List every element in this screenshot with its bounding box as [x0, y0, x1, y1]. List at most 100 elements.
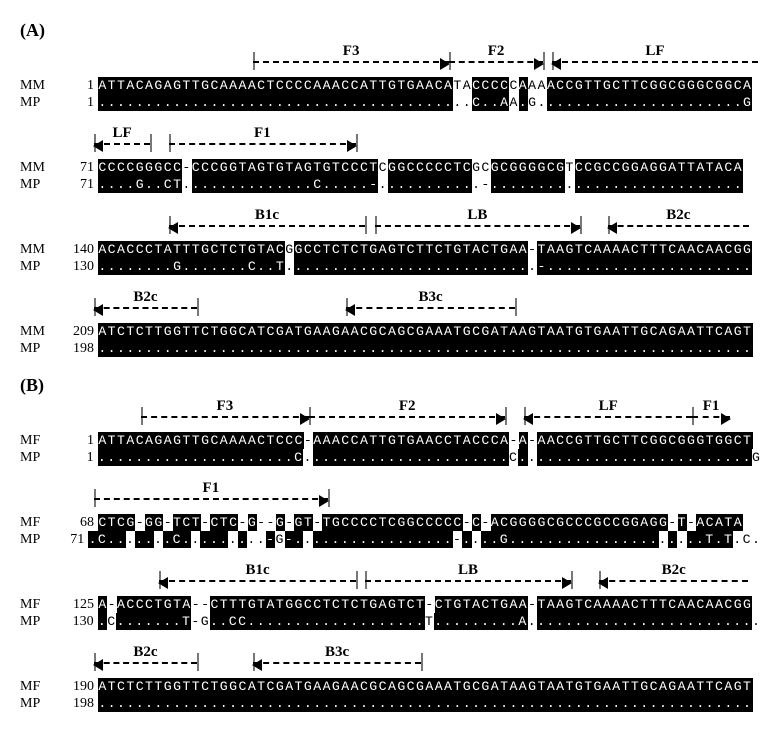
primer-row: B1cLBB2c: [94, 211, 761, 239]
primer-label: LF: [107, 125, 137, 142]
sequence-row: MP130.C.......T-G..CC...................…: [20, 613, 761, 630]
arrowhead-icon: [93, 140, 103, 152]
sequence-block: .C.......T-G..CC...................T....…: [98, 613, 761, 630]
sequence-text: CTCG-GG-TCT-CTC-G--G-GT-TGCCCCTCGGCCCCC-…: [98, 514, 743, 531]
sequence-label: MF: [20, 433, 56, 449]
sequence-label: MP: [20, 696, 56, 712]
sequence-position: 130: [56, 614, 98, 630]
sequence-row: MP198...................................…: [20, 695, 761, 712]
primer-arrow: [346, 307, 514, 309]
primer-label: F3: [210, 398, 240, 415]
panel-label: (A): [20, 20, 761, 41]
primer-arrow: [524, 416, 692, 418]
sequence-label: MP: [20, 177, 56, 193]
sequence-block: CTCG-GG-TCT-CTC-G--G-GT-TGCCCCTCGGCCCCC-…: [98, 514, 743, 531]
primer-row: B2cB3c: [94, 293, 761, 321]
sequence-label: MF: [20, 597, 56, 613]
sequence-text: ........................................…: [98, 94, 752, 111]
primer-arrow: [94, 498, 328, 500]
sequence-row: MF190ATCTCTTGGTTCTGGCATCGATGAAGAACGCAGCG…: [20, 678, 761, 695]
sequence-text: ATTACAGAGTTGCAAAACTCCCCAAACCATTGTGAACATA…: [98, 77, 752, 94]
primer-arrow: [599, 580, 749, 582]
sequence-position: 209: [56, 324, 98, 340]
sequence-position: 1: [56, 450, 98, 466]
primer-row: LFF1: [94, 129, 761, 157]
sequence-position: 71: [56, 160, 98, 176]
sequence-position: 1: [56, 433, 98, 449]
arrowhead-icon: [252, 659, 262, 671]
primer-arrow: [608, 225, 748, 227]
primer-arrow: [309, 416, 505, 418]
sequence-text: ACACCCTATTTGCTCTGTACGGCCTCTCTGAGTCTTCTGT…: [98, 241, 752, 258]
alignment-row: LFF1MM71CCCCGGGCC-CCCGGTAGTGTAGTGTCCCTCG…: [20, 129, 761, 193]
sequence-position: 198: [56, 696, 98, 712]
primer-label: B2c: [130, 289, 160, 306]
sequence-block: ........................................…: [98, 340, 752, 357]
sequence-position: 68: [56, 515, 98, 531]
sequence-row: MF68CTCG-GG-TCT-CTC-G--G-GT-TGCCCCTCGGCC…: [20, 514, 761, 531]
sequence-text: ATTACAGAGTTGCAAAACTCCC-AAACCATTGTGAACCTA…: [98, 432, 752, 449]
alignment-row: B1cLBB2c MM140ACACCCTATTTGCTCTGTACGGCCTCT…: [20, 211, 761, 275]
sequence-text: .....................C..................…: [98, 449, 761, 466]
sequence-block: .C.......C.........-G-.................-…: [88, 531, 761, 548]
sequence-row: MM1ATTACAGAGTTGCAAAACTCCCCAAACCATTGTGAAC…: [20, 77, 761, 94]
sequence-row: MP1.....................................…: [20, 94, 761, 111]
sequence-text: ........................................…: [98, 695, 752, 712]
sequence-block: ........................................…: [98, 695, 752, 712]
primer-boundary: [421, 653, 423, 671]
primer-arrow: [253, 662, 421, 664]
arrowhead-icon: [158, 577, 168, 589]
primer-label: B2c: [130, 644, 160, 661]
primer-row: F3F2LF: [94, 47, 761, 75]
sequence-label: MM: [20, 242, 56, 258]
primer-arrow: [141, 416, 309, 418]
primer-arrow: [375, 225, 581, 227]
sequence-text: ATCTCTTGGTTCTGGCATCGATGAAGAACGCAGCGAAATG…: [98, 678, 752, 695]
arrowhead-icon: [551, 58, 561, 70]
primer-label: B3c: [416, 289, 446, 306]
sequence-label: MP: [20, 450, 56, 466]
sequence-position: 71: [51, 532, 88, 548]
sequence-position: 125: [56, 597, 98, 613]
sequence-label: MP: [20, 259, 56, 275]
sequence-row: MP130........G.......C..T...............…: [20, 258, 761, 275]
alignment-row: F3F2LF MM1ATTACAGAGTTGCAAAACTCCCCAAACCATT…: [20, 47, 761, 111]
sequence-block: ....G..CT..............C.....-..........…: [98, 176, 743, 193]
alignment-row: B2cB3c MF190ATCTCTTGGTTCTGGCATCGATGAAGAAC…: [20, 648, 761, 712]
primer-label: B3c: [322, 644, 352, 661]
alignment-row: B1cLBB2c MF125A-ACCCTGTA--CTTTGTATGGCCTCT…: [20, 566, 761, 630]
arrowhead-icon: [168, 222, 178, 234]
arrowhead-icon: [534, 58, 544, 70]
alignment-row: F1MF68CTCG-GG-TCT-CTC-G--G-GT-TGCCCCTCGG…: [20, 484, 761, 548]
primer-boundary: [515, 298, 517, 316]
primer-arrow: [253, 61, 449, 63]
primer-arrow: [94, 307, 197, 309]
primer-row: B1cLBB2c: [94, 566, 761, 594]
sequence-label: MF: [20, 679, 56, 695]
arrowhead-icon: [598, 577, 608, 589]
sequence-row: MP71....G..CT..............C.....-......…: [20, 176, 761, 193]
sequence-row: MP198...................................…: [20, 340, 761, 357]
sequence-block: ATCTCTTGGTTCTGGCATCGATGAAGAACGCAGCGAAATG…: [98, 678, 752, 695]
primer-label: B2c: [663, 207, 693, 224]
sequence-text: ATCTCTTGGTTCTGGCATCGATGAAGAACGCAGCGAAATG…: [98, 323, 752, 340]
sequence-row: MF125A-ACCCTGTA--CTTTGTATGGCCTCTCTGAGTCT…: [20, 596, 761, 613]
sequence-text: ........G.......C..T....................…: [98, 258, 752, 275]
sequence-block: ATTACAGAGTTGCAAAACTCCC-AAACCATTGTGAACCTA…: [98, 432, 752, 449]
sequence-text: .C.......C.........-G-.................-…: [88, 531, 761, 548]
arrowhead-icon: [562, 577, 572, 589]
primer-label: LB: [462, 207, 492, 224]
primer-arrow: [169, 143, 356, 145]
primer-row: B2cB3c: [94, 648, 761, 676]
primer-label: F3: [336, 43, 366, 60]
arrowhead-icon: [93, 659, 103, 671]
sequence-text: CCCCGGGCC-CCCGGTAGTGTAGTGTCCCTCGGCCCCCTC…: [98, 159, 743, 176]
alignment-row: F3F2LFF1MF1ATTACAGAGTTGCAAAACTCCC-AAACCA…: [20, 402, 761, 466]
primer-boundary: [197, 653, 199, 671]
sequence-position: 190: [56, 679, 98, 695]
primer-boundary: [365, 216, 367, 234]
sequence-position: 140: [56, 242, 98, 258]
sequence-block: A-ACCCTGTA--CTTTGTATGGCCTCTCTGAGTCT-CTGT…: [98, 596, 752, 613]
sequence-position: 1: [56, 95, 98, 111]
sequence-label: MP: [20, 614, 56, 630]
